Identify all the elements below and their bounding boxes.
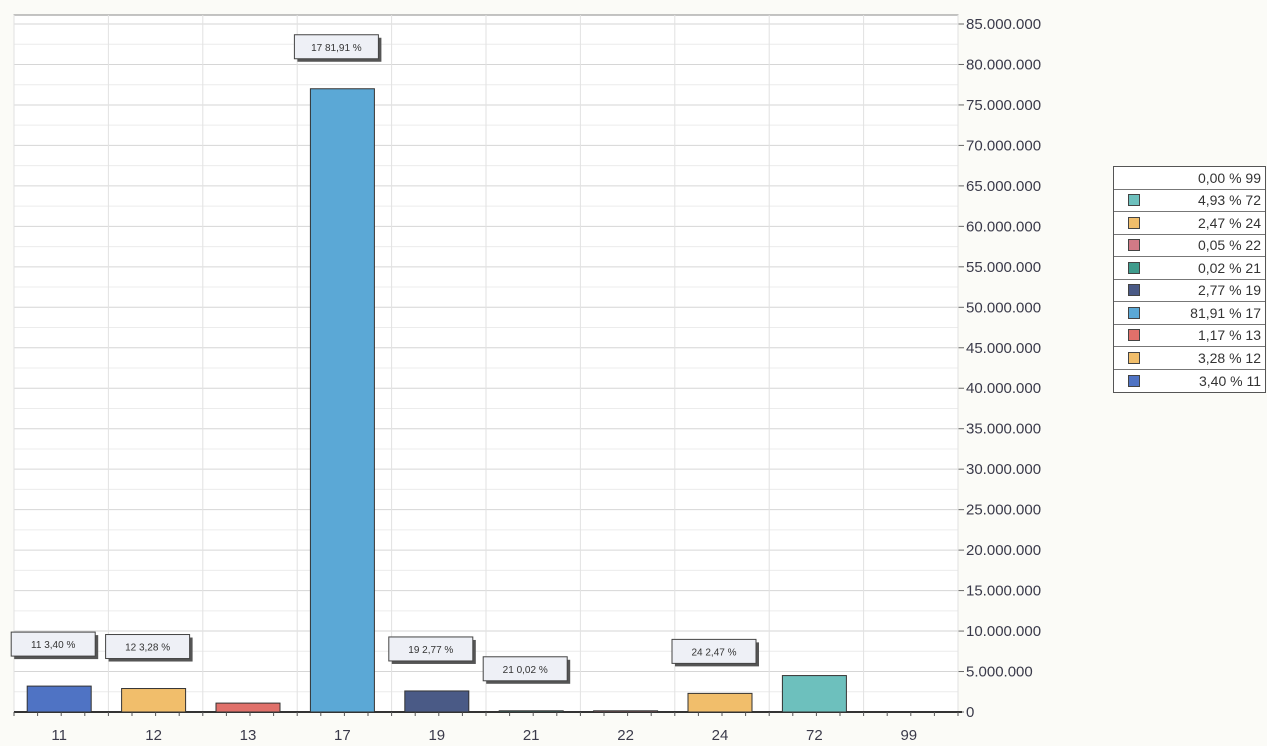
bars <box>26 88 847 713</box>
bar-13 <box>215 702 281 713</box>
legend-label: 4,93 % 72 <box>1197 192 1261 209</box>
y-tick-label: 30.000.000 <box>966 461 1041 478</box>
y-tick-label: 50.000.000 <box>966 299 1041 316</box>
legend-swatch <box>1128 216 1140 229</box>
bar-22 <box>593 710 659 713</box>
legend: 0,00 % 99 4,93 % 72 2,47 % 24 0,05 % 22 0,02… <box>1113 166 1266 393</box>
bar-24 <box>687 692 753 713</box>
y-tick-label: 10.000.000 <box>966 623 1041 640</box>
legend-item: 81,91 % 17 <box>1114 302 1265 325</box>
x-tick-label: 21 <box>523 727 540 744</box>
legend-item: 3,40 % 11 <box>1114 370 1265 393</box>
data-label-text: 21 0,02 % <box>503 665 548 676</box>
y-tick-label: 75.000.000 <box>966 97 1041 114</box>
x-tick-labels: 11 12 13 17 19 21 22 24 72 99 <box>51 727 917 744</box>
data-labels: 11 3,40 % 12 3,28 % 17 81,91 % 19 2,77 % 21 … <box>10 34 759 684</box>
x-tick-label: 19 <box>428 727 445 744</box>
y-tick-label: 70.000.000 <box>966 137 1041 154</box>
y-tick-labels: 0 5.000.000 10.000.000 15.000.000 20.000.000… <box>966 16 1041 721</box>
bar-17 <box>309 88 375 713</box>
legend-swatch <box>1128 239 1140 252</box>
x-tick-label: 17 <box>334 727 351 744</box>
legend-item: 3,28 % 12 <box>1114 347 1265 370</box>
y-tick-label: 35.000.000 <box>966 421 1041 438</box>
x-tick-label: 99 <box>900 727 917 744</box>
x-tick-label: 24 <box>712 727 729 744</box>
data-label-box <box>482 656 568 682</box>
y-tick-label: 60.000.000 <box>966 218 1041 235</box>
y-tick-label: 25.000.000 <box>966 502 1041 519</box>
y-tick-label: 0 <box>966 704 974 721</box>
data-label-21: 21 0,02 % <box>482 656 571 684</box>
data-label-text: 24 2,47 % <box>691 647 736 658</box>
legend-item: 2,47 % 24 <box>1114 212 1265 235</box>
legend-label: 0,02 % 21 <box>1197 259 1261 276</box>
legend-label: 0,05 % 22 <box>1197 237 1261 254</box>
legend-item: 2,77 % 19 <box>1114 280 1265 302</box>
data-label-text: 11 3,40 % <box>31 640 75 651</box>
legend-swatch <box>1128 284 1140 297</box>
bar-19 <box>404 690 470 713</box>
legend-item: 0,00 % 99 <box>1114 167 1265 190</box>
y-tick-label: 40.000.000 <box>966 380 1041 397</box>
bar-11 <box>26 685 92 713</box>
y-tick-label: 5.000.000 <box>966 664 1033 681</box>
y-tick-label: 55.000.000 <box>966 259 1041 276</box>
legend-item: 1,17 % 13 <box>1114 325 1265 347</box>
legend-swatch <box>1128 329 1140 342</box>
legend-item: 0,05 % 22 <box>1114 235 1265 257</box>
y-tick-label: 20.000.000 <box>966 542 1041 559</box>
legend-label: 3,28 % 12 <box>1197 349 1261 366</box>
legend-item: 4,93 % 72 <box>1114 190 1265 212</box>
x-tick-label: 72 <box>806 727 823 744</box>
legend-swatch <box>1128 351 1140 364</box>
data-label-text: 19 2,77 % <box>408 645 453 656</box>
legend-swatch <box>1128 171 1140 184</box>
bar-12 <box>121 688 187 713</box>
y-tick-label: 45.000.000 <box>966 340 1041 357</box>
data-label-24: 24 2,47 % <box>671 638 759 667</box>
data-label-text: 12 3,28 % <box>125 643 170 654</box>
data-label-12: 12 3,28 % <box>105 634 193 662</box>
data-label-box <box>293 34 379 60</box>
legend-label: 81,91 % 17 <box>1190 304 1261 321</box>
legend-swatch <box>1128 374 1140 387</box>
legend-label: 1,17 % 13 <box>1197 327 1261 344</box>
data-label-box <box>105 634 191 660</box>
data-label-box <box>671 638 757 664</box>
x-tick-label: 22 <box>617 727 634 744</box>
y-tick-label: 80.000.000 <box>966 56 1041 73</box>
legend-label: 0,00 % 99 <box>1197 169 1261 186</box>
bar-21 <box>498 710 564 713</box>
legend-label: 3,40 % 11 <box>1198 372 1261 389</box>
y-tick-label: 15.000.000 <box>966 583 1041 600</box>
x-tick-label: 11 <box>51 727 67 744</box>
data-label-11: 11 3,40 % <box>10 631 99 660</box>
data-label-17: 17 81,91 % <box>293 34 382 62</box>
legend-label: 2,77 % 19 <box>1197 282 1261 299</box>
data-label-box <box>10 631 96 657</box>
data-label-text: 17 81,91 % <box>311 43 362 54</box>
legend-label: 2,47 % 24 <box>1197 214 1261 231</box>
data-label-19: 19 2,77 % <box>388 636 476 664</box>
x-tick-label: 13 <box>240 727 257 744</box>
y-tick-label: 85.000.000 <box>966 16 1041 33</box>
data-label-box <box>388 636 474 662</box>
x-tick-label: 12 <box>145 727 162 744</box>
bar-72 <box>781 675 847 713</box>
legend-swatch <box>1128 306 1140 319</box>
legend-swatch <box>1128 194 1140 207</box>
y-tick-label: 65.000.000 <box>966 178 1041 195</box>
legend-item: 0,02 % 21 <box>1114 257 1265 280</box>
legend-swatch <box>1128 261 1140 274</box>
